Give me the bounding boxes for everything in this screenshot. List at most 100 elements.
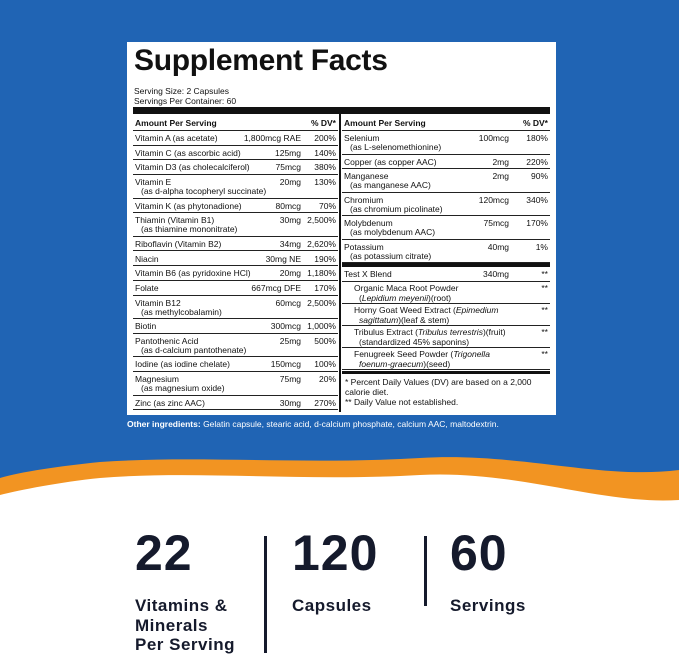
nutrient-name: Iodine (as iodine chelate) <box>135 359 230 370</box>
nutrient-row: Pantothenic Acid (as d-calcium pantothena… <box>133 334 338 358</box>
nutrient-source: (as thiamine mononitrate) <box>141 224 238 235</box>
thick-rule <box>342 370 550 374</box>
nutrient-name: Vitamin B6 (as pyridoxine HCl) <box>135 268 251 279</box>
stat-number: 120 <box>292 525 379 581</box>
nutrient-row: Magnesium (as magnesium oxide) 75mg 20% <box>133 372 338 396</box>
nutrient-amount: 100mcg <box>478 133 509 143</box>
nutrient-name: Niacin <box>135 253 159 264</box>
blend-item-text: Horny Goat Weed Extract ( <box>354 304 456 315</box>
nutrient-amount: 30mg NE <box>265 253 301 264</box>
stat-label: Minerals <box>135 615 208 635</box>
stat-number: 60 <box>450 525 508 581</box>
nutrient-row: Biotin 300mcg 1,000% <box>133 319 338 334</box>
amount-header: Amount Per Serving <box>344 118 426 128</box>
nutrient-name: Vitamin C (as ascorbic acid) <box>135 147 241 158</box>
nutrient-source: (as magnesium oxide) <box>141 383 225 393</box>
nutrient-dv: 2,620% <box>307 238 336 249</box>
nutrient-name: Potassium <box>344 241 384 252</box>
dv-header: % DV* <box>522 118 548 128</box>
blend-item-line: Tribulus Extract (Tribulus terrestris)(f… <box>354 327 506 337</box>
blend-item-line: Fenugreek Seed Powder (Trigonella <box>354 349 490 359</box>
nutrient-name: Vitamin D3 (as cholecalciferol) <box>135 162 250 173</box>
nutrient-amount: 75mcg <box>275 162 301 173</box>
blend-row: Test X Blend 340mg ** <box>342 267 550 282</box>
nutrient-row: Riboflavin (Vitamin B2) 34mg 2,620% <box>133 237 338 252</box>
blend-amount: 340mg <box>483 269 509 280</box>
nutrient-source: (as molybdenum AAC) <box>350 227 436 238</box>
blend-item-text: )(root) <box>428 292 452 303</box>
nutrient-name: Copper (as copper AAC) <box>344 156 437 167</box>
nutrient-name: Riboflavin (Vitamin B2) <box>135 238 222 249</box>
nutrient-source: (as potassium citrate) <box>350 250 432 261</box>
nutrient-dv: 270% <box>314 397 336 408</box>
blend-item-line: Horny Goat Weed Extract (Epimedium <box>354 305 498 315</box>
blend-item-text: Lepidium meyenii <box>361 292 428 303</box>
nutrient-dv: 190% <box>314 253 336 264</box>
nutrient-row: Vitamin B6 (as pyridoxine HCl) 20mg 1,180% <box>133 266 338 281</box>
blend-item: Fenugreek Seed Powder (Trigonella foenum-… <box>342 348 550 370</box>
stat-label: Servings <box>450 596 526 615</box>
nutrient-row: Manganese (as manganese AAC) 2mg 90% <box>342 169 550 193</box>
nutrient-amount: 34mg <box>279 238 301 249</box>
nutrient-row: Selenium (as L-selenomethionine) 100mcg 180… <box>342 131 550 155</box>
nutrient-amount: 60mcg <box>275 297 301 308</box>
nutrient-amount: 120mcg <box>478 194 509 205</box>
blend-item-line: (Lepidium meyenii)(root) <box>359 293 451 303</box>
nutrient-name: Zinc (as zinc AAC) <box>135 397 205 408</box>
nutrient-amount: 30mg <box>279 215 301 226</box>
footnote: ** Daily Value not established. <box>345 396 459 407</box>
servings-per-container: Servings Per Container: 60 <box>134 96 237 106</box>
nutrient-amount: 2mg <box>492 171 509 182</box>
nutrient-dv: 2,500% <box>307 297 336 308</box>
nutrient-row: Folate 667mcg DFE 170% <box>133 281 338 296</box>
nutrient-dv: 180% <box>526 133 548 143</box>
table-header: Amount Per Serving % DV* <box>133 115 338 131</box>
nutrient-dv: 200% <box>314 133 336 143</box>
nutrient-dv: 70% <box>318 200 336 211</box>
blend-item: Organic Maca Root Powder (Lepidium meyeni… <box>342 282 550 304</box>
nutrient-row: Chromium (as chromium picolinate) 120mcg 34… <box>342 193 550 217</box>
blend-item-text: Organic Maca Root Powder <box>354 282 459 293</box>
blend-item-text: foenum-graecum <box>359 358 424 369</box>
title: Supplement Facts <box>134 44 388 77</box>
blend-item-dv: ** <box>541 282 548 293</box>
nutrient-source: (as d-alpha tocopheryl succinate) <box>141 186 267 197</box>
nutrient-dv: 340% <box>526 194 548 205</box>
blend-item-dv: ** <box>541 348 548 359</box>
nutrient-amount: 20mg <box>279 268 301 279</box>
other-ingredients-text: Gelatin capsule, stearic acid, d-calcium… <box>203 419 499 429</box>
blend-item-text: )(seed) <box>423 358 451 369</box>
nutrient-dv: 220% <box>526 156 548 167</box>
stat-number: 22 <box>135 525 193 581</box>
nutrient-dv: 500% <box>314 335 336 346</box>
stat-label: Capsules <box>292 596 372 615</box>
blend-item-text: Trigonella <box>453 348 490 359</box>
nutrient-name: Selenium <box>344 133 380 143</box>
nutrient-name: Vitamin B12 <box>135 297 181 308</box>
nutrient-source: (as L-selenomethionine) <box>350 142 442 152</box>
footnote: * Percent Daily Values (DV) are based on… <box>345 376 532 397</box>
nutrient-amount: 25mg <box>279 335 301 346</box>
column-divider <box>339 114 341 412</box>
nutrient-dv: 140% <box>314 147 336 158</box>
table-header: Amount Per Serving % DV* <box>342 115 550 131</box>
nutrient-row: Vitamin B12 (as methylcobalamin) 60mcg 2,50… <box>133 296 338 320</box>
nutrient-row: Thiamin (Vitamin B1) (as thiamine mononit… <box>133 213 338 237</box>
nutrient-amount: 300mcg <box>270 321 301 332</box>
nutrient-dv: 170% <box>314 282 336 293</box>
nutrient-dv: 170% <box>526 218 548 229</box>
nutrient-name: Molybdenum <box>344 218 393 229</box>
nutrient-dv: 1,000% <box>307 321 336 332</box>
nutrient-amount: 20mg <box>279 177 301 188</box>
nutrient-name: Folate <box>135 282 159 293</box>
nutrient-dv: 20% <box>318 374 336 384</box>
blend-item-dv: ** <box>541 304 548 315</box>
nutrient-dv: 130% <box>314 177 336 188</box>
white-wave <box>0 503 679 657</box>
blend-item-text: )(leaf & stem) <box>398 314 450 325</box>
nutrient-name: Magnesium <box>135 374 179 384</box>
nutrient-row: Zinc (as zinc AAC) 30mg 270% <box>133 396 338 411</box>
stat-label: Per Serving <box>135 635 235 654</box>
nutrient-name: Biotin <box>135 321 157 332</box>
